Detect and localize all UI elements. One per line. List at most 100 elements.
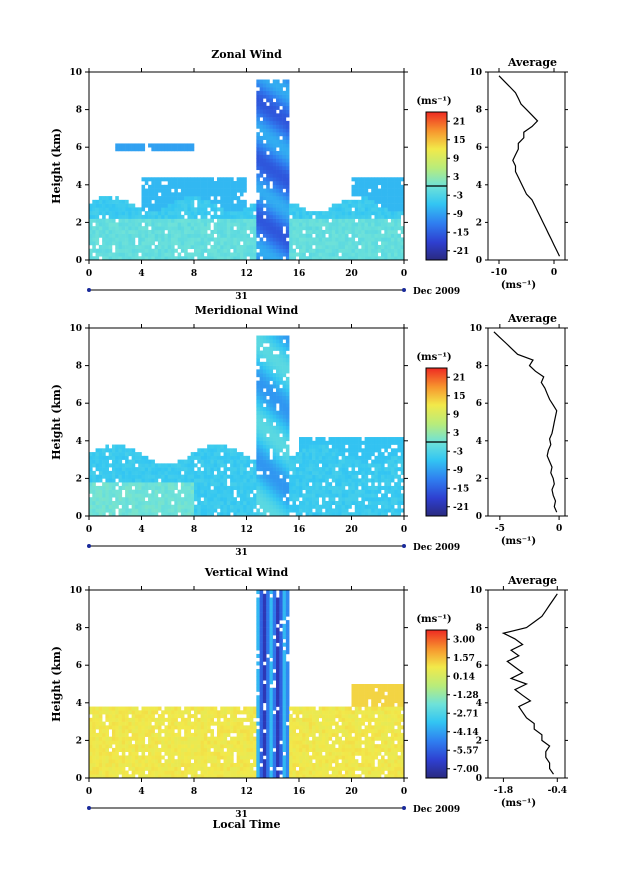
- heatmap-cell: [266, 105, 270, 110]
- heatmap-cell: [279, 429, 283, 434]
- heatmap-cell: [92, 256, 96, 261]
- heatmap-cell: [98, 766, 103, 771]
- heatmap-cell: [256, 512, 260, 517]
- heatmap-cell: [164, 706, 169, 711]
- heatmap-cell: [253, 241, 257, 246]
- heatmap-cell: [239, 504, 244, 509]
- heatmap-cell: [131, 504, 136, 509]
- heatmap-cell: [144, 248, 149, 253]
- heatmap-cell: [321, 452, 326, 457]
- heatmap-cell: [256, 199, 260, 204]
- heatmap-cell: [308, 485, 313, 490]
- heatmap-cell: [233, 252, 237, 257]
- heatmap-cell: [325, 440, 329, 445]
- heatmap-cell: [269, 158, 274, 163]
- heatmap-cell: [262, 425, 267, 430]
- heatmap-cell: [305, 244, 310, 250]
- heatmap-cell: [210, 714, 214, 719]
- heatmap-cell: [154, 740, 159, 745]
- heatmap-cell: [89, 710, 93, 715]
- heatmap-cell: [207, 740, 211, 745]
- heatmap-cell: [161, 199, 165, 204]
- heatmap-cell: [216, 774, 221, 779]
- heatmap-cell: [259, 196, 264, 201]
- heatmap-cell: [200, 762, 205, 768]
- heatmap-cell: [197, 766, 201, 771]
- heatmap-cell: [164, 493, 169, 498]
- heatmap-cell: [397, 203, 402, 208]
- heatmap-cell: [220, 474, 224, 479]
- heatmap-cell: [328, 474, 333, 479]
- heatmap-cell: [272, 222, 277, 227]
- heatmap-cell: [184, 256, 188, 261]
- heatmap-cell: [384, 226, 388, 231]
- heatmap-cell: [220, 725, 224, 730]
- heatmap-cell: [285, 500, 290, 506]
- heatmap-cell: [167, 470, 172, 475]
- heatmap-cell: [171, 256, 175, 261]
- heatmap-cell: [125, 759, 129, 764]
- heatmap-cell: [279, 339, 283, 344]
- heatmap-cell: [328, 512, 333, 517]
- heatmap-cell: [207, 766, 211, 771]
- heatmap-cell: [285, 248, 290, 253]
- heatmap-cell: [131, 747, 136, 752]
- heatmap-cell: [111, 766, 116, 771]
- heatmap-cell: [285, 335, 290, 340]
- heatmap-cell: [272, 90, 277, 95]
- heatmap-cell: [285, 139, 290, 144]
- heatmap-cell: [131, 736, 136, 741]
- heatmap-cell: [259, 350, 264, 355]
- heatmap-cell: [374, 199, 379, 204]
- y-tick-label: 0: [76, 512, 82, 522]
- heatmap-cell: [105, 729, 109, 734]
- heatmap-cell: [197, 248, 201, 253]
- heatmap-cell: [125, 470, 129, 475]
- heatmap-cell: [308, 244, 313, 250]
- heatmap-cell: [128, 729, 132, 734]
- heatmap-cell: [262, 440, 267, 445]
- heatmap-cell: [292, 207, 297, 212]
- heatmap-cell: [216, 459, 221, 464]
- heatmap-cell: [203, 192, 208, 197]
- heatmap-cell: [335, 222, 339, 227]
- heatmap-cell: [226, 497, 231, 502]
- heatmap-cell: [236, 233, 241, 238]
- heatmap-cell: [259, 169, 264, 174]
- heatmap-cell: [148, 203, 152, 208]
- heatmap-cell: [338, 437, 342, 442]
- heatmap-cell: [331, 437, 336, 442]
- heatmap-cell: [371, 256, 375, 261]
- y-tick-label: 10: [69, 324, 82, 334]
- heatmap-cell: [174, 744, 178, 749]
- heatmap-cell: [308, 470, 313, 475]
- heatmap-cell: [374, 437, 379, 442]
- heatmap-cell: [285, 94, 290, 99]
- heatmap-cell: [148, 467, 152, 472]
- heatmap-cell: [98, 762, 103, 768]
- heatmap-cell: [279, 343, 283, 348]
- heatmap-cell: [226, 489, 231, 494]
- heatmap-cell: [98, 732, 103, 737]
- heatmap-cell: [367, 203, 372, 208]
- heatmap-cell: [285, 406, 290, 412]
- heatmap-cell: [184, 512, 188, 517]
- heatmap-cell: [266, 403, 270, 408]
- heatmap-cell: [223, 751, 228, 756]
- heatmap-cell: [272, 373, 277, 378]
- heatmap-cell: [305, 512, 310, 517]
- heatmap-cell: [230, 508, 234, 513]
- heatmap-cell: [171, 706, 175, 711]
- heatmap-cell: [269, 124, 274, 129]
- heatmap-cell: [111, 467, 116, 472]
- heatmap-cell: [387, 241, 392, 246]
- heatmap-cell: [272, 229, 277, 234]
- heatmap-cell: [108, 706, 113, 711]
- heatmap-cell: [276, 346, 280, 351]
- heatmap-cell: [226, 729, 231, 734]
- heatmap-cell: [161, 762, 165, 768]
- heatmap-cell: [381, 222, 385, 227]
- heatmap-cell: [203, 233, 208, 238]
- heatmap-cell: [272, 482, 277, 487]
- heatmap-cell: [167, 211, 172, 216]
